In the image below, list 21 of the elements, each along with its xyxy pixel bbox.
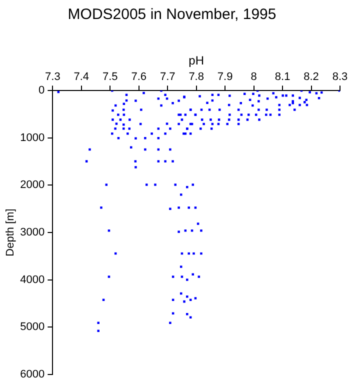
- x-tick-label: 7.8: [188, 71, 204, 84]
- x-tick-label: 7.7: [160, 71, 176, 84]
- y-tick-label: 5000: [20, 321, 45, 334]
- x-tick-label: 8: [250, 71, 257, 84]
- x-tick-label: 7.3: [45, 71, 60, 84]
- y-tick-label: 1000: [20, 132, 45, 144]
- x-tick-label: 7.9: [217, 71, 233, 84]
- y-tick-label: 4000: [20, 274, 45, 286]
- x-tick-label: 7.4: [74, 71, 90, 84]
- y-tick-label: 6000: [20, 368, 45, 380]
- y-axis-title: Depth [m]: [4, 208, 17, 256]
- x-tick-label: 8.3: [332, 71, 348, 84]
- x-tick-label: 8.1: [274, 71, 290, 84]
- x-axis-title: pH: [188, 54, 204, 68]
- x-tick-label: 8.2: [304, 71, 319, 84]
- chart-title: MODS2005 in November, 1995: [68, 6, 276, 24]
- x-tick-label: 7.6: [131, 71, 147, 84]
- x-tick-label: 7.5: [102, 71, 118, 84]
- y-tick-label: 3000: [20, 226, 45, 239]
- y-tick-label: 2000: [20, 179, 45, 192]
- y-tick-label: 0: [38, 84, 45, 97]
